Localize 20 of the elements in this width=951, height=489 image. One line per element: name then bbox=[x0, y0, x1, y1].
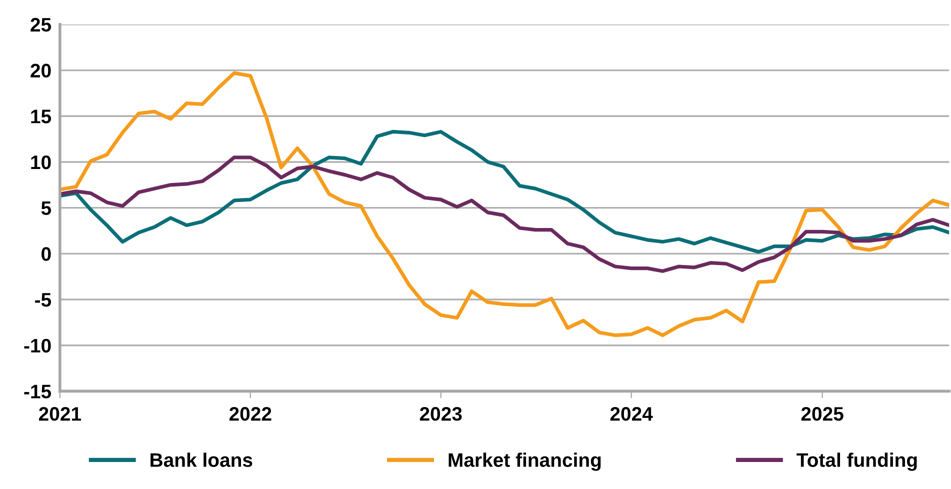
line-series bbox=[60, 71, 950, 338]
y-tick-label: 25 bbox=[30, 18, 52, 32]
x-tick-label: 2024 bbox=[610, 406, 653, 421]
legend-label: Total funding bbox=[796, 452, 917, 471]
legend-label: Bank loans bbox=[150, 452, 252, 467]
line-series bbox=[60, 156, 950, 273]
y-tick-label: -5 bbox=[35, 293, 52, 307]
y-tick-label: -15 bbox=[24, 384, 52, 398]
x-tick-label: 2023 bbox=[420, 406, 462, 421]
x-tick-label: 2022 bbox=[229, 406, 272, 421]
y-tick-label: 0 bbox=[42, 247, 51, 261]
x-tick-label: 2025 bbox=[801, 406, 844, 421]
y-tick-label: 5 bbox=[41, 201, 52, 216]
x-tick-label: 2021 bbox=[38, 406, 81, 421]
line-series bbox=[60, 130, 950, 254]
y-tick-label: 10 bbox=[31, 155, 51, 170]
y-tick-label: 20 bbox=[30, 64, 51, 78]
y-tick-label: 15 bbox=[31, 110, 52, 124]
legend-label: Market financing bbox=[448, 452, 601, 471]
y-tick-label: -10 bbox=[24, 338, 51, 353]
